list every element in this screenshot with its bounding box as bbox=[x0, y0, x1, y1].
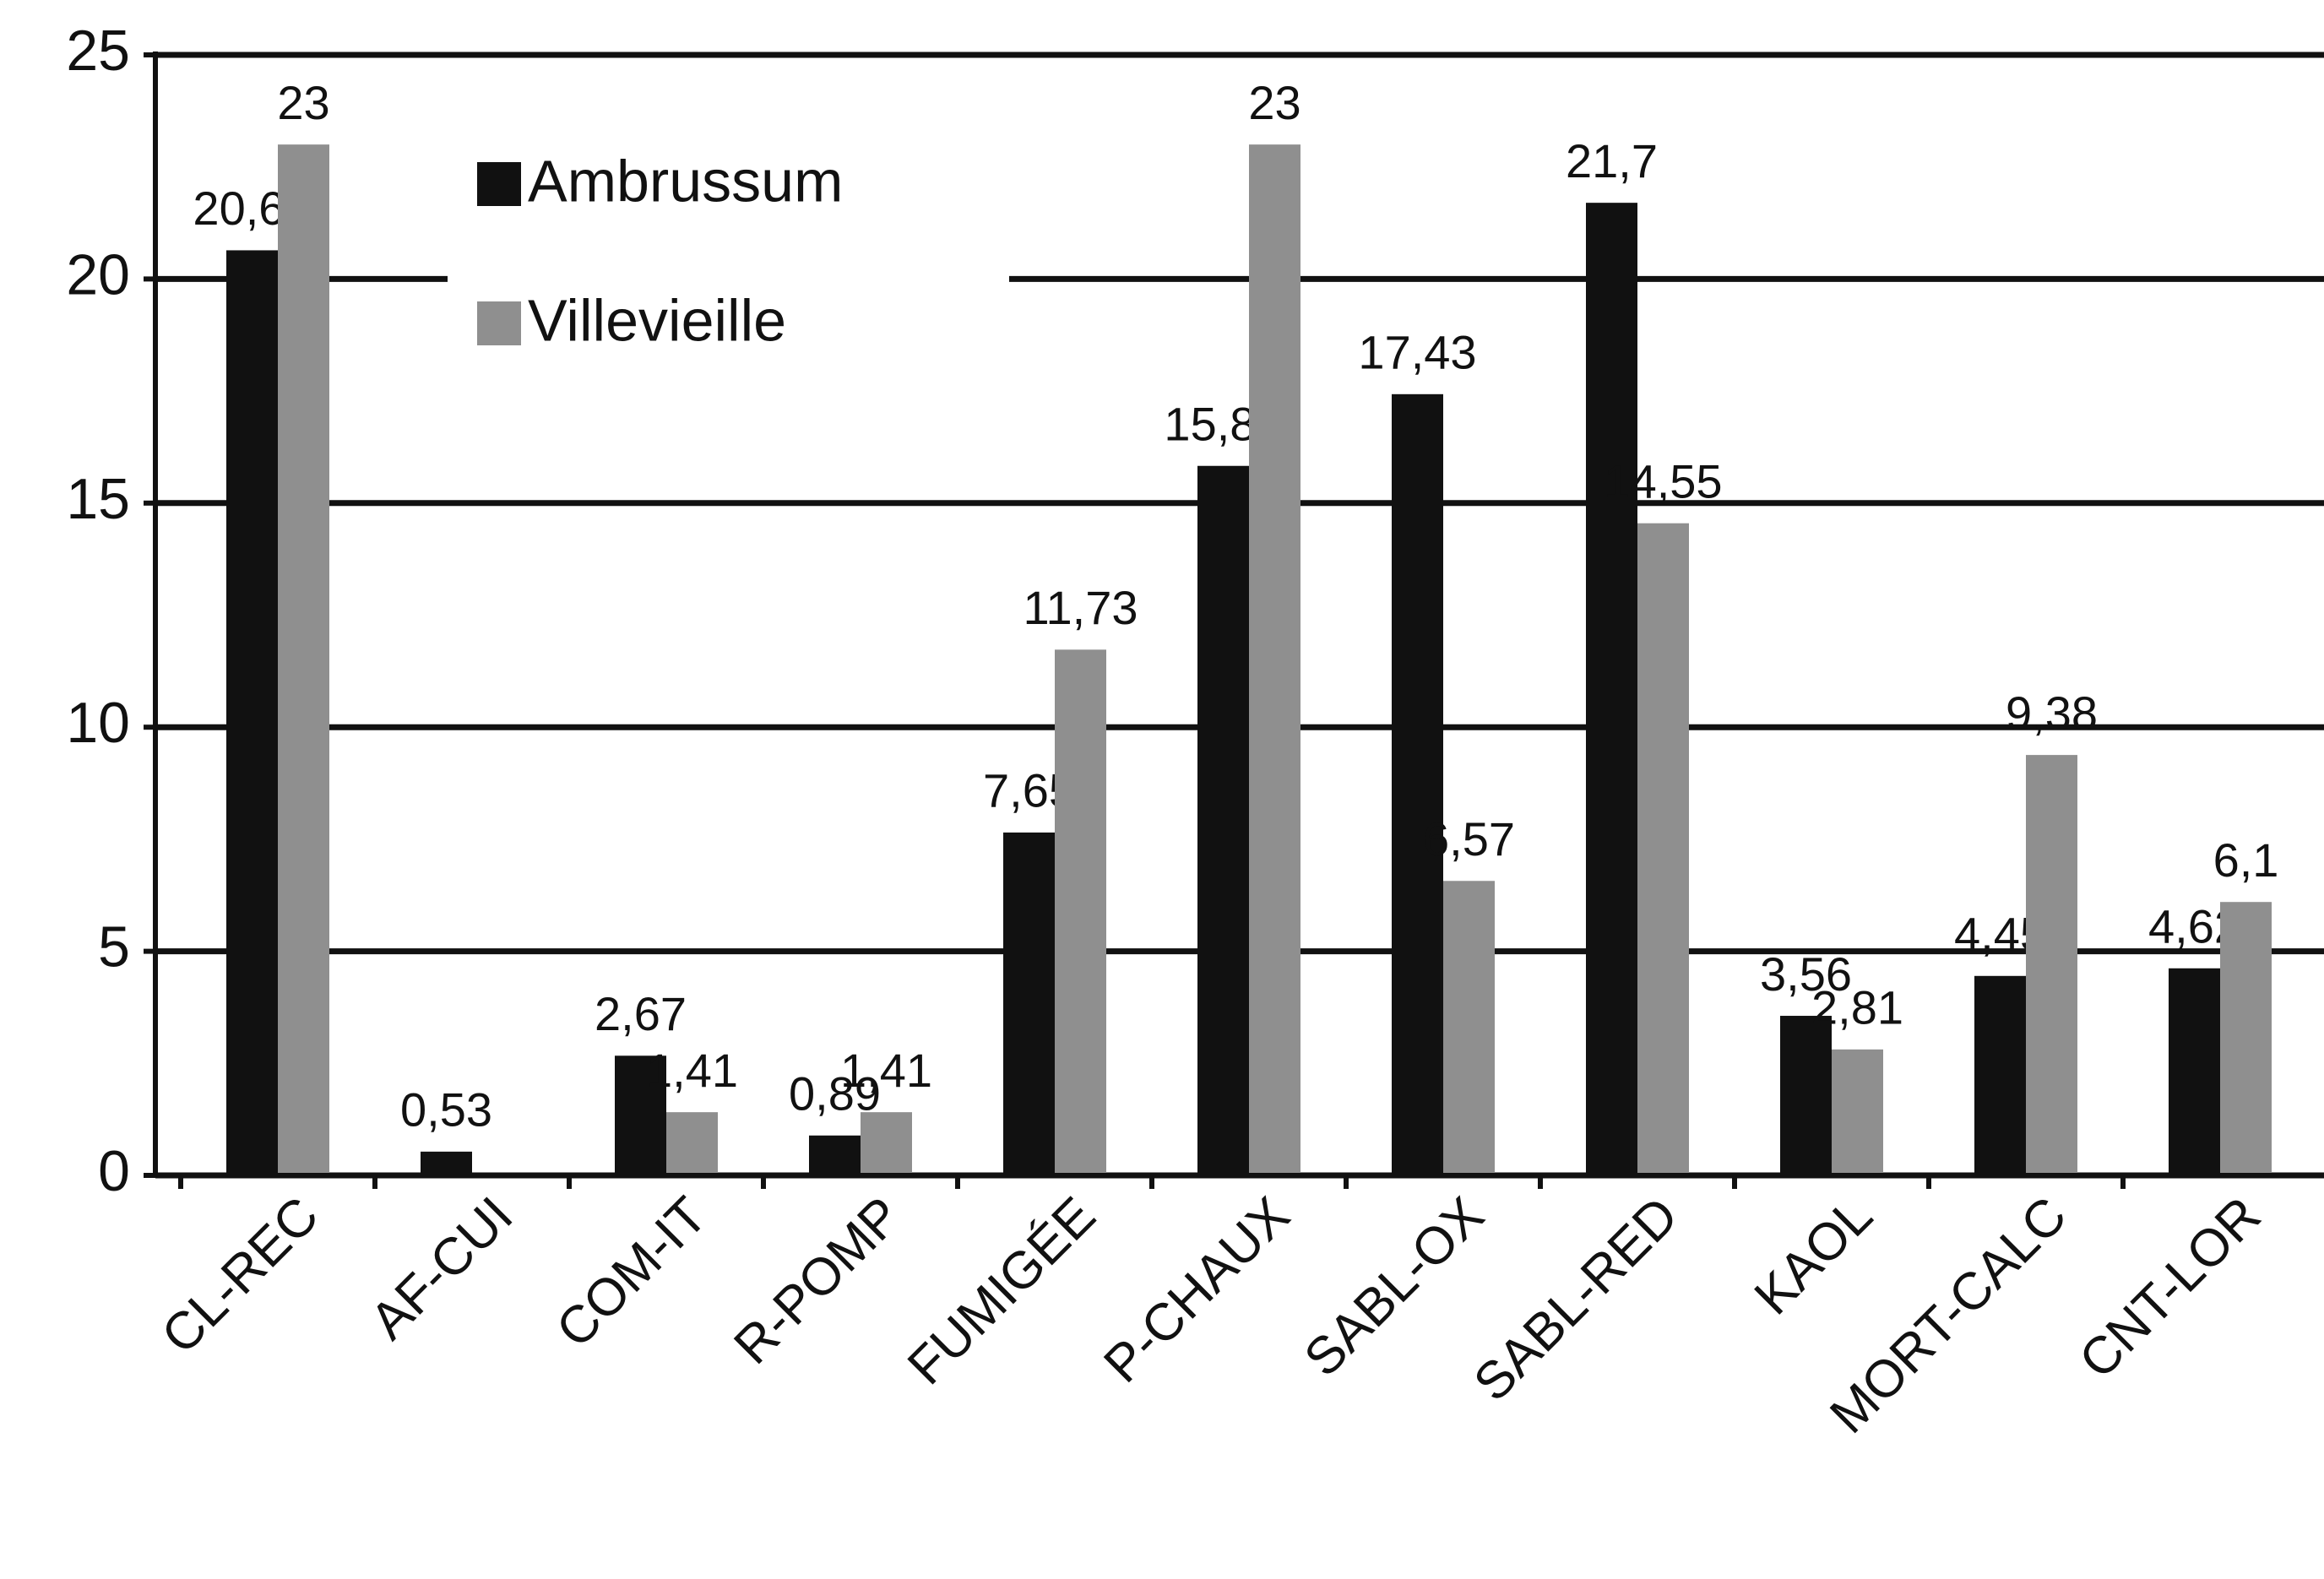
x-tick-label: KAOL bbox=[1744, 1186, 1884, 1327]
x-tick-label: AF-CUI bbox=[360, 1186, 524, 1351]
value-label: 6,57 bbox=[1423, 812, 1515, 865]
value-label: 1,41 bbox=[840, 1044, 932, 1097]
value-label: 9,38 bbox=[2006, 686, 2098, 740]
legend-label: Villevieille bbox=[528, 287, 786, 353]
value-label: 1,41 bbox=[646, 1044, 738, 1097]
bar bbox=[666, 1112, 718, 1175]
bar bbox=[421, 1151, 472, 1175]
bar bbox=[1780, 1016, 1832, 1175]
bar bbox=[861, 1112, 912, 1175]
legend-swatch bbox=[477, 162, 521, 206]
value-label: 0,89 bbox=[789, 1067, 881, 1120]
bar bbox=[1249, 144, 1300, 1175]
bar bbox=[1637, 523, 1689, 1175]
value-label: 6,1 bbox=[2213, 833, 2279, 887]
legend-swatch bbox=[477, 301, 521, 345]
legend-box bbox=[448, 118, 1009, 312]
bar bbox=[226, 250, 278, 1175]
bar bbox=[1974, 975, 2026, 1175]
y-tick-label: 15 bbox=[66, 467, 130, 531]
x-tick-label: P-CHAUX bbox=[1093, 1186, 1300, 1394]
legend-label: Ambrussum bbox=[528, 148, 843, 214]
bar bbox=[278, 144, 329, 1175]
bar bbox=[1586, 203, 1637, 1175]
value-label: 23 bbox=[277, 76, 329, 129]
value-label: 14,55 bbox=[1604, 454, 1722, 507]
x-tick-label: R-POMP bbox=[723, 1186, 912, 1376]
value-label: 2,67 bbox=[595, 987, 687, 1040]
y-tick-label: 20 bbox=[66, 242, 130, 307]
bar bbox=[615, 1055, 666, 1175]
value-label: 23 bbox=[1248, 76, 1300, 129]
value-label: 17,43 bbox=[1358, 326, 1476, 379]
x-tick-label: SABL-RED bbox=[1463, 1186, 1689, 1413]
bar bbox=[1197, 465, 1249, 1175]
y-tick-label: 25 bbox=[66, 19, 130, 83]
bar bbox=[1443, 881, 1495, 1175]
bar bbox=[809, 1135, 861, 1175]
x-tick-label: CL-REC bbox=[150, 1186, 329, 1365]
bar bbox=[1003, 832, 1055, 1175]
value-label: 2,81 bbox=[1811, 981, 1903, 1034]
value-label: 3,56 bbox=[1760, 947, 1852, 1001]
y-tick-label: 10 bbox=[66, 691, 130, 755]
bar bbox=[1832, 1049, 1883, 1175]
value-label: 0,53 bbox=[400, 1083, 492, 1137]
x-tick-label: CNT-LOR bbox=[2068, 1186, 2272, 1390]
bar bbox=[2169, 968, 2220, 1175]
bar bbox=[1055, 649, 1106, 1175]
value-label: 11,73 bbox=[1024, 581, 1138, 634]
x-tick-label: COM-IT bbox=[546, 1186, 719, 1359]
x-tick-label: FUMIGÉE bbox=[897, 1186, 1107, 1397]
y-tick-label: 5 bbox=[98, 915, 130, 979]
bar bbox=[1392, 393, 1443, 1175]
x-tick-label: SABL-OX bbox=[1294, 1186, 1496, 1388]
y-tick-label: 0 bbox=[98, 1139, 130, 1203]
bar bbox=[2026, 755, 2077, 1175]
bar bbox=[2220, 902, 2272, 1175]
value-label: 21,7 bbox=[1566, 134, 1658, 187]
